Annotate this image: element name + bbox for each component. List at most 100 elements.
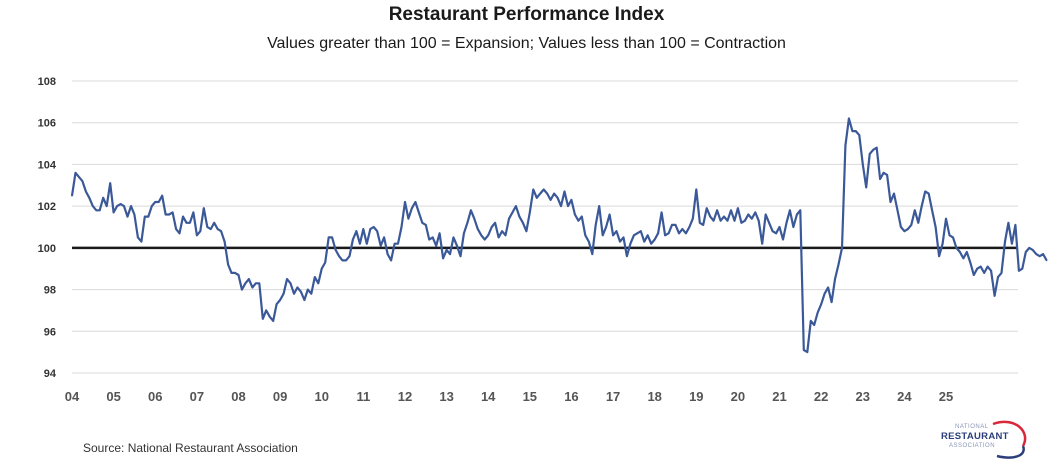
data-point bbox=[216, 228, 219, 230]
data-point bbox=[234, 272, 236, 274]
data-point bbox=[355, 230, 358, 232]
data-point bbox=[477, 228, 479, 230]
data-point bbox=[317, 282, 320, 285]
data-point bbox=[574, 213, 576, 216]
data-point bbox=[105, 205, 108, 207]
y-tick-label: 98 bbox=[44, 285, 56, 297]
data-point bbox=[1045, 259, 1048, 262]
data-point bbox=[379, 245, 382, 247]
data-point bbox=[646, 234, 649, 237]
data-point bbox=[251, 286, 254, 289]
data-point bbox=[383, 236, 385, 239]
data-point bbox=[192, 211, 195, 214]
data-point bbox=[418, 211, 420, 214]
data-point bbox=[473, 217, 476, 220]
data-point bbox=[178, 232, 181, 235]
data-point bbox=[692, 217, 694, 220]
data-point bbox=[147, 215, 150, 218]
data-point bbox=[539, 192, 541, 195]
data-point bbox=[848, 117, 850, 120]
data-point bbox=[348, 255, 351, 257]
data-point bbox=[109, 182, 111, 184]
data-point bbox=[754, 211, 757, 214]
data-point bbox=[310, 292, 313, 295]
data-point bbox=[522, 222, 524, 224]
data-point bbox=[529, 211, 531, 214]
data-point bbox=[726, 219, 729, 222]
data-point bbox=[431, 236, 434, 239]
data-point bbox=[98, 209, 101, 212]
data-point bbox=[744, 219, 746, 222]
data-point bbox=[268, 315, 271, 318]
data-point bbox=[536, 197, 538, 199]
data-point bbox=[542, 188, 545, 191]
data-point bbox=[203, 207, 205, 209]
data-point bbox=[327, 236, 330, 239]
data-point bbox=[123, 205, 125, 207]
data-point bbox=[275, 303, 278, 306]
data-point bbox=[584, 234, 587, 237]
data-point bbox=[931, 209, 933, 212]
data-point bbox=[293, 292, 295, 295]
data-point bbox=[685, 232, 687, 235]
data-point bbox=[459, 255, 462, 257]
data-point bbox=[1028, 247, 1031, 249]
data-point bbox=[855, 130, 857, 132]
data-point bbox=[712, 219, 715, 222]
series-line-rpi bbox=[70, 117, 1048, 354]
data-point bbox=[126, 215, 129, 218]
data-point bbox=[941, 242, 944, 245]
data-point bbox=[979, 265, 982, 268]
data-point bbox=[775, 232, 777, 235]
data-point bbox=[705, 207, 708, 209]
y-tick-label: 94 bbox=[44, 368, 57, 380]
data-point bbox=[695, 188, 698, 191]
data-point bbox=[359, 242, 361, 245]
data-point bbox=[629, 242, 632, 245]
data-point bbox=[223, 240, 226, 243]
data-point bbox=[927, 192, 930, 195]
data-point bbox=[307, 288, 309, 291]
data-point bbox=[168, 213, 170, 216]
data-point bbox=[248, 278, 250, 280]
data-point bbox=[934, 226, 937, 228]
data-point bbox=[907, 228, 909, 230]
source-note: Source: National Restaurant Association bbox=[83, 441, 298, 455]
data-point bbox=[986, 265, 989, 268]
data-point bbox=[470, 209, 472, 212]
data-point bbox=[563, 190, 566, 193]
data-point bbox=[660, 211, 663, 214]
y-tick-label: 102 bbox=[38, 201, 56, 213]
data-point bbox=[386, 253, 389, 255]
x-tick-label: 17 bbox=[606, 389, 620, 404]
data-point bbox=[626, 255, 628, 257]
data-point bbox=[768, 222, 770, 224]
data-point bbox=[279, 299, 281, 301]
data-point bbox=[241, 288, 243, 291]
data-point bbox=[782, 238, 784, 241]
data-point bbox=[137, 236, 139, 239]
data-point bbox=[837, 263, 840, 266]
data-point bbox=[116, 205, 118, 207]
data-point bbox=[1011, 242, 1013, 245]
data-point bbox=[390, 259, 392, 262]
data-point bbox=[407, 217, 410, 220]
data-point bbox=[553, 192, 555, 195]
data-point bbox=[296, 286, 299, 289]
data-point bbox=[962, 257, 965, 260]
data-point bbox=[515, 205, 517, 207]
data-point bbox=[449, 253, 451, 255]
data-point bbox=[823, 292, 826, 295]
data-point bbox=[1014, 224, 1017, 226]
data-point bbox=[393, 242, 396, 245]
data-point bbox=[640, 230, 642, 232]
data-point bbox=[272, 320, 275, 322]
data-point bbox=[442, 257, 444, 260]
gridlines bbox=[72, 80, 1018, 374]
data-point bbox=[633, 234, 635, 237]
data-point bbox=[952, 236, 954, 239]
data-point bbox=[737, 207, 739, 209]
data-point bbox=[369, 228, 372, 230]
data-point bbox=[914, 209, 916, 212]
